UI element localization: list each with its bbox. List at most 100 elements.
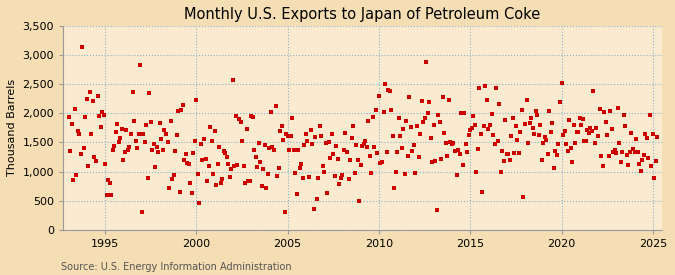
Point (203, 164, 214, 169)
Point (71, 173, 82, 178)
Point (346, 136, 357, 140)
Point (529, 132, 539, 136)
Point (192, 172, 203, 177)
Point (421, 59, 431, 64)
Point (571, 130, 582, 134)
Point (603, 153, 614, 158)
Point (150, 165, 161, 169)
Point (643, 156, 653, 160)
Point (290, 171, 300, 175)
Point (226, 167, 237, 172)
Point (343, 177, 354, 182)
Point (174, 190, 185, 195)
Point (390, 170, 401, 174)
Point (477, 190, 488, 194)
Point (167, 177, 178, 181)
Point (400, 172, 410, 177)
Point (626, 131, 637, 136)
Point (544, 109, 555, 114)
Point (483, 127, 494, 131)
Point (369, 145, 380, 149)
Point (526, 116, 537, 120)
Point (531, 108, 541, 113)
Point (436, 157, 447, 161)
Point (322, 191, 333, 195)
Point (235, 120, 246, 125)
Point (550, 148, 561, 153)
Point (651, 159, 661, 163)
Point (214, 144, 225, 149)
Point (136, 210, 147, 214)
Point (313, 175, 323, 180)
Point (68, 178, 78, 183)
Point (123, 148, 134, 153)
Point (190, 139, 200, 144)
Point (431, 208, 442, 212)
Point (82, 97, 92, 101)
Point (209, 129, 220, 133)
Point (383, 87, 394, 92)
Point (135, 63, 146, 68)
Point (258, 167, 269, 171)
Point (180, 151, 191, 156)
Point (564, 118, 574, 122)
Point (270, 104, 281, 108)
Point (349, 171, 360, 175)
Point (468, 114, 479, 118)
Point (323, 139, 334, 144)
Point (469, 123, 480, 127)
Point (558, 133, 568, 137)
Point (156, 137, 167, 141)
Point (649, 176, 659, 180)
Point (606, 127, 617, 132)
Point (238, 164, 249, 168)
Point (508, 116, 518, 120)
Point (486, 112, 497, 116)
Point (316, 134, 327, 138)
Point (433, 113, 443, 117)
Point (363, 119, 374, 123)
Point (94, 114, 105, 118)
Point (168, 172, 179, 177)
Point (549, 166, 560, 170)
Point (171, 133, 182, 137)
Point (593, 134, 603, 138)
Point (445, 140, 456, 145)
Point (65, 148, 76, 153)
Point (247, 115, 258, 119)
Point (306, 142, 317, 146)
Point (155, 121, 165, 126)
Point (521, 98, 532, 103)
Point (103, 178, 113, 182)
Point (221, 155, 232, 159)
Point (281, 132, 292, 136)
Point (373, 94, 384, 99)
Point (141, 123, 152, 128)
Point (491, 86, 502, 90)
Point (423, 111, 433, 115)
Point (448, 141, 459, 145)
Point (355, 163, 366, 167)
Point (273, 166, 284, 170)
Point (595, 153, 606, 158)
Point (559, 129, 570, 133)
Point (139, 140, 150, 144)
Point (244, 179, 255, 183)
Point (425, 135, 436, 140)
Point (269, 148, 279, 153)
Point (551, 153, 562, 157)
Point (223, 162, 234, 166)
Point (205, 125, 215, 129)
Point (240, 181, 250, 185)
Point (107, 147, 118, 152)
Point (90, 158, 101, 163)
Point (535, 123, 545, 127)
Point (620, 123, 631, 128)
Point (392, 150, 402, 154)
Point (608, 150, 618, 154)
Point (379, 82, 390, 86)
Point (384, 89, 395, 93)
Point (414, 131, 425, 136)
Point (163, 186, 174, 191)
Point (510, 124, 521, 128)
